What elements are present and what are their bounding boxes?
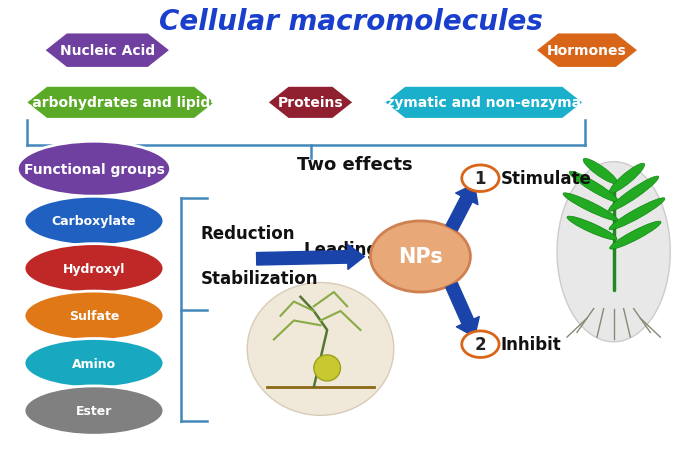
Ellipse shape — [569, 172, 618, 202]
Text: Amino: Amino — [72, 357, 116, 370]
Text: Stimulate: Stimulate — [500, 170, 591, 188]
Text: Inhibit: Inhibit — [500, 336, 561, 354]
FancyArrowPatch shape — [256, 245, 364, 270]
Circle shape — [462, 166, 499, 192]
Polygon shape — [267, 87, 354, 119]
Text: Sulfate: Sulfate — [68, 309, 119, 323]
Ellipse shape — [557, 162, 671, 342]
Ellipse shape — [610, 164, 645, 194]
Text: Stabilization: Stabilization — [201, 269, 318, 287]
Text: Reduction: Reduction — [201, 224, 295, 242]
Ellipse shape — [24, 386, 164, 436]
Polygon shape — [44, 33, 171, 69]
Text: Carboxylate: Carboxylate — [52, 215, 136, 228]
Text: Ester: Ester — [76, 404, 112, 417]
Polygon shape — [536, 33, 638, 69]
Ellipse shape — [609, 198, 665, 230]
Text: 2: 2 — [475, 336, 486, 354]
Text: NPs: NPs — [398, 247, 443, 267]
Ellipse shape — [610, 222, 661, 249]
Ellipse shape — [24, 291, 164, 341]
Text: Hydroxyl: Hydroxyl — [63, 262, 125, 275]
Polygon shape — [25, 87, 216, 119]
Text: Leading to: Leading to — [304, 241, 403, 259]
Ellipse shape — [24, 244, 164, 293]
Text: Enzymatic and non-enzymatic: Enzymatic and non-enzymatic — [367, 96, 601, 110]
Text: Two effects: Two effects — [297, 156, 413, 174]
FancyArrowPatch shape — [446, 185, 478, 231]
Text: Hormones: Hormones — [547, 44, 627, 58]
Ellipse shape — [247, 283, 394, 416]
Ellipse shape — [583, 159, 617, 184]
Ellipse shape — [24, 339, 164, 388]
Text: 1: 1 — [475, 170, 486, 188]
Text: Proteins: Proteins — [277, 96, 343, 110]
Ellipse shape — [314, 355, 340, 381]
FancyArrowPatch shape — [446, 283, 479, 337]
Circle shape — [371, 221, 471, 292]
Polygon shape — [384, 87, 584, 119]
Text: Cellular macromolecules: Cellular macromolecules — [158, 8, 543, 36]
Text: Nucleic Acid: Nucleic Acid — [60, 44, 155, 58]
Ellipse shape — [567, 217, 617, 240]
Ellipse shape — [563, 193, 618, 221]
Ellipse shape — [608, 177, 659, 212]
Ellipse shape — [17, 142, 171, 197]
Ellipse shape — [24, 197, 164, 246]
Text: Carbohydrates and lipids: Carbohydrates and lipids — [23, 96, 219, 110]
Text: Functional groups: Functional groups — [23, 162, 164, 177]
Circle shape — [462, 331, 499, 358]
